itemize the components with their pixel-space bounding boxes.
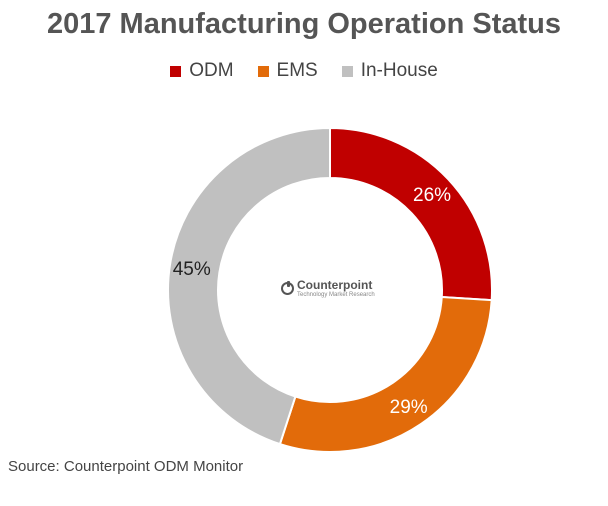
slice-in-house xyxy=(167,126,331,446)
legend-label-odm: ODM xyxy=(189,60,234,81)
legend-label-ems: EMS xyxy=(276,60,318,81)
data-label-ems: 29% xyxy=(390,397,428,418)
legend: ODM EMS In-House xyxy=(0,60,608,82)
chart-title: 2017 Manufacturing Operation Status xyxy=(46,8,562,40)
legend-item-in-house: In-House xyxy=(341,60,438,82)
slice-odm xyxy=(329,126,493,302)
legend-label-in-house: In-House xyxy=(360,60,438,81)
legend-swatch-odm xyxy=(170,65,182,77)
legend-swatch-in-house xyxy=(341,65,353,77)
legend-item-ems: EMS xyxy=(257,60,318,82)
source-note: Source: Counterpoint ODM Monitor xyxy=(8,458,244,475)
counterpoint-logo-icon xyxy=(281,281,294,295)
data-label-odm: 26% xyxy=(413,185,451,206)
counterpoint-logo: Counterpoint Technology Market Research xyxy=(281,279,375,298)
logo-name: Counterpoint xyxy=(297,278,373,292)
slice-ems xyxy=(278,295,493,453)
data-label-in-house: 45% xyxy=(173,259,211,280)
legend-swatch-ems xyxy=(257,65,269,77)
logo-tagline: Technology Market Research xyxy=(297,292,375,298)
legend-item-odm: ODM xyxy=(170,60,234,82)
